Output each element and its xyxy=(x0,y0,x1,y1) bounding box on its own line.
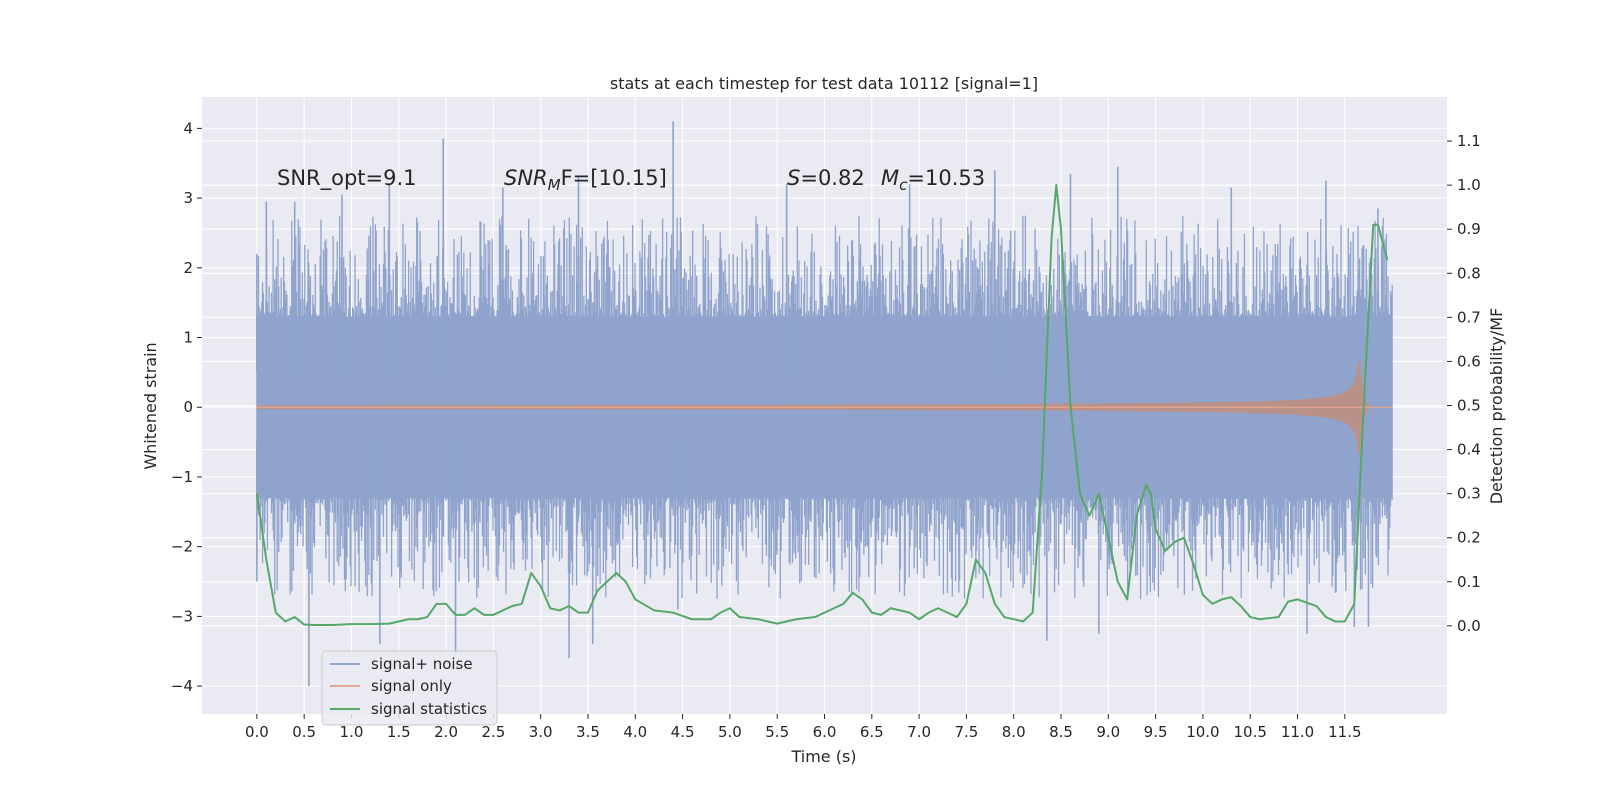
annotation-mc: Mc=10.53 xyxy=(881,166,985,194)
signal-statistics-series xyxy=(255,184,1389,626)
right-y-tick-label: 0.3 xyxy=(1457,485,1481,503)
x-axis: 0.0 0.5 1.0 1.5 2.0 2.5 3.0 3.5 4.0 4.5 5.0 5.5 6.0 6… xyxy=(245,714,1362,741)
x-tick-label: 7.5 xyxy=(954,723,978,741)
x-tick-label: 7.0 xyxy=(907,723,931,741)
x-tick-label: 9.5 xyxy=(1144,723,1168,741)
x-tick-label: 10.5 xyxy=(1234,723,1267,741)
statistics-line xyxy=(255,184,1389,626)
x-tick-label: 9.0 xyxy=(1096,723,1120,741)
x-tick-label: 5.0 xyxy=(718,723,742,741)
left-y-tick-label: −3 xyxy=(171,607,193,625)
right-y-tick-label: 0.1 xyxy=(1457,573,1481,591)
x-tick-label: 0.5 xyxy=(292,723,316,741)
left-y-tick-label: −2 xyxy=(171,538,193,556)
left-y-tick-label: −1 xyxy=(171,468,193,486)
left-y-tick-label: 2 xyxy=(183,259,193,277)
right-y-tick-label: 0.2 xyxy=(1457,529,1481,547)
right-y-tick-label: 0.6 xyxy=(1457,352,1481,370)
legend: signal+ noise signal only signal statist… xyxy=(321,650,498,726)
x-axis-label: Time (s) xyxy=(790,747,856,766)
left-y-tick-label: 4 xyxy=(183,119,193,137)
right-y-tick-label: 1.1 xyxy=(1457,132,1481,150)
right-y-tick-label: 0.7 xyxy=(1457,308,1481,326)
right-y-tick-label: 0.0 xyxy=(1457,617,1481,635)
chart-title: stats at each timestep for test data 101… xyxy=(610,74,1038,93)
x-tick-label: 2.5 xyxy=(481,723,505,741)
x-tick-label: 1.5 xyxy=(387,723,411,741)
signal-only-series xyxy=(256,359,1393,455)
right-y-tick-label: 0.5 xyxy=(1457,397,1481,415)
x-tick-label: 3.5 xyxy=(576,723,600,741)
legend-label-signal-only: signal only xyxy=(371,677,452,695)
x-tick-label: 1.0 xyxy=(340,723,364,741)
annotation-snr-opt: SNR_opt=9.1 xyxy=(277,166,417,191)
left-y-axis-label: Whitened strain xyxy=(141,342,160,469)
legend-label-signal-noise: signal+ noise xyxy=(371,655,473,673)
left-y-tick-label: 1 xyxy=(183,329,193,347)
legend-label-signal-statistics: signal statistics xyxy=(371,700,487,718)
x-tick-label: 8.0 xyxy=(1002,723,1026,741)
x-tick-label: 2.0 xyxy=(434,723,458,741)
x-tick-label: 10.0 xyxy=(1186,723,1219,741)
left-y-tick-label: 0 xyxy=(183,398,193,416)
right-y-tick-label: 0.4 xyxy=(1457,441,1481,459)
noise-peaks xyxy=(256,121,1379,687)
left-y-tick-label: 3 xyxy=(183,189,193,207)
left-y-axis: 4 3 2 1 0 −1 −2 −3 −4 xyxy=(171,119,202,695)
x-tick-label: 6.5 xyxy=(860,723,884,741)
x-tick-label: 6.0 xyxy=(813,723,837,741)
right-y-axis-label: Detection probability/MF xyxy=(1487,308,1506,505)
annotation-snr-mf: SNRMF=[10.15] xyxy=(504,166,667,194)
x-tick-label: 5.5 xyxy=(765,723,789,741)
x-tick-label: 4.0 xyxy=(623,723,647,741)
right-y-axis: 1.1 1.0 0.9 0.8 0.7 0.6 0.5 0.4 0.3 0.2 0.1 0.0 xyxy=(1447,132,1481,635)
x-tick-label: 4.5 xyxy=(671,723,695,741)
x-tick-label: 11.0 xyxy=(1281,723,1314,741)
right-y-tick-label: 0.8 xyxy=(1457,264,1481,282)
x-tick-label: 3.0 xyxy=(529,723,553,741)
right-y-tick-label: 1.0 xyxy=(1457,176,1481,194)
x-tick-label: 0.0 xyxy=(245,723,269,741)
right-y-tick-label: 0.9 xyxy=(1457,220,1481,238)
x-tick-label: 8.5 xyxy=(1049,723,1073,741)
legend-box xyxy=(321,650,498,726)
annotation-s: S=0.82 xyxy=(787,166,865,190)
left-y-tick-label: −4 xyxy=(171,677,193,695)
x-tick-label: 11.5 xyxy=(1328,723,1361,741)
